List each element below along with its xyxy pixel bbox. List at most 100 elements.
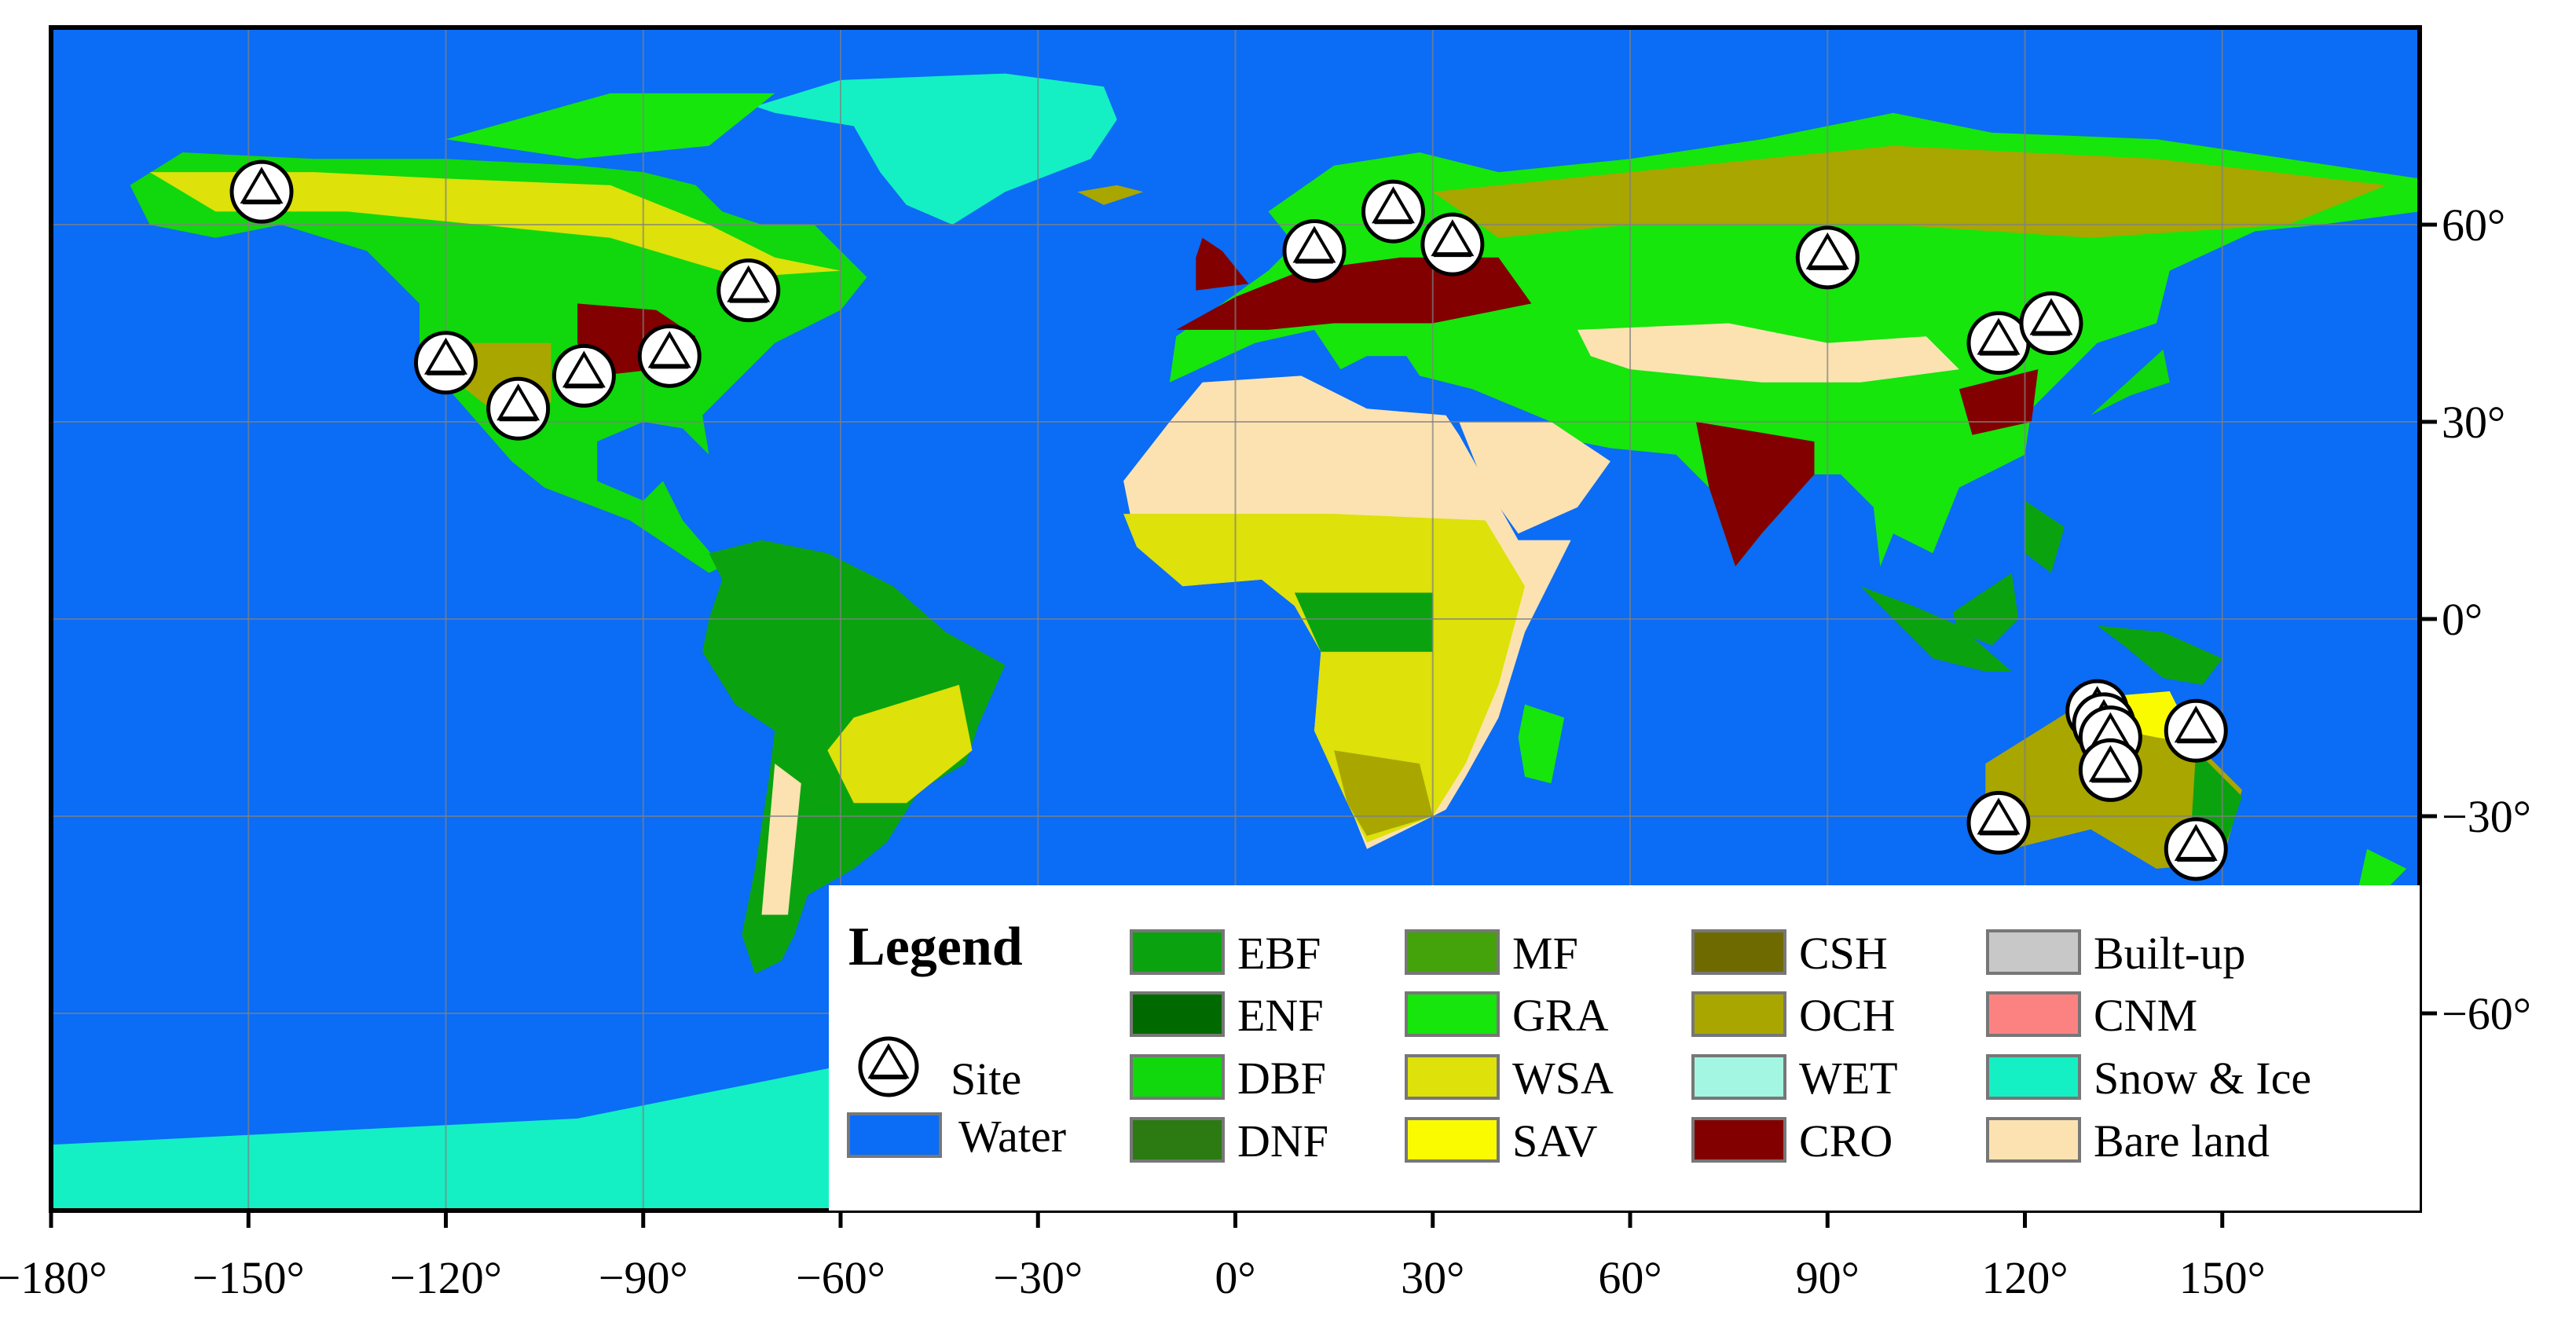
site-marker [2019, 291, 2083, 355]
legend-entry: Built-up [1986, 928, 2245, 979]
legend-swatch [1691, 1117, 1786, 1163]
x-tick-label: −60° [796, 1252, 885, 1303]
legend-entry: CSH [1691, 928, 1888, 979]
site-marker [2078, 738, 2142, 802]
legend-entry: EBF [1130, 928, 1321, 979]
central-asia-desert [1577, 323, 1959, 383]
site-markers [229, 159, 2228, 881]
legend-label: Built-up [2094, 928, 2245, 979]
legend-swatch [1691, 929, 1786, 975]
site-marker [637, 324, 702, 388]
legend-swatch [1405, 929, 1500, 975]
legend-swatch [1405, 991, 1500, 1037]
greenland-shape [755, 73, 1117, 225]
legend-water-label: Water [958, 1111, 1066, 1162]
site-marker [1361, 179, 1425, 244]
x-tick-label: −30° [993, 1252, 1083, 1303]
legend-entry: GRA [1405, 990, 1609, 1041]
japan-shape [2090, 350, 2170, 416]
arabia-desert [1459, 422, 1610, 534]
legend-background [829, 885, 2420, 1211]
legend-class-columns: EBF ENF DBF DNF MF GRA WSA SAV CSH OCH WET CRO Built… [1130, 928, 2311, 1167]
legend-entry: SAV [1405, 1115, 1598, 1167]
legend-label: OCH [1799, 990, 1895, 1041]
legend-entry: Bare land [1986, 1115, 2270, 1167]
site-marker [1420, 212, 1485, 277]
madagascar-shape [1518, 704, 1565, 784]
legend-label: SAV [1512, 1115, 1598, 1167]
x-tick-label: 150° [2179, 1252, 2266, 1303]
india-cropland [1695, 422, 1815, 567]
x-tick-label: 120° [1981, 1252, 2068, 1303]
south-america-savanna [827, 684, 973, 804]
site-circle [1795, 225, 1860, 290]
legend-entry: CNM [1986, 990, 2197, 1041]
x-tick-label: −180° [0, 1252, 107, 1303]
legend-label: CRO [1799, 1115, 1893, 1167]
legend: Legend Site Water EBF ENF DBF DNF MF GRA WSA SA… [829, 885, 2420, 1211]
site-marker [1282, 218, 1347, 283]
legend-label: WET [1799, 1053, 1898, 1104]
site-circle [716, 258, 781, 323]
y-tick-label: −60° [2442, 988, 2531, 1039]
legend-swatch [1130, 991, 1225, 1037]
legend-entry: ENF [1130, 990, 1324, 1041]
y-tick-label: 30° [2442, 397, 2505, 448]
legend-label: EBF [1237, 928, 1321, 979]
site-marker [414, 331, 478, 395]
site-circle [637, 324, 702, 388]
legend-entry: DNF [1130, 1115, 1328, 1167]
x-tick-label: 0° [1215, 1252, 1255, 1303]
site-circle [229, 159, 294, 224]
site-circle [2019, 291, 2083, 355]
site-marker [2164, 817, 2228, 881]
legend-entry: DBF [1130, 1053, 1326, 1104]
site-circle [1282, 218, 1347, 283]
legend-label: CSH [1799, 928, 1888, 979]
new-guinea-shape [2097, 625, 2222, 685]
site-circle [1966, 790, 2031, 855]
legend-swatch [1130, 929, 1225, 975]
legend-label: DNF [1237, 1115, 1328, 1167]
legend-swatch [1986, 1117, 2081, 1163]
site-circle [486, 376, 551, 441]
site-circle [414, 331, 478, 395]
legend-site-label: Site [951, 1053, 1021, 1104]
site-marker [229, 159, 294, 224]
longitude-axis: −180° −150° −120° −90° −60° −30° 0° 30° 60° 90° 12… [0, 1211, 2266, 1303]
x-tick-label: −90° [599, 1252, 688, 1303]
legend-swatch [1405, 1117, 1500, 1163]
legend-title: Legend [848, 917, 1023, 977]
andes-bare-strip [761, 764, 801, 915]
legend-label: CNM [2094, 990, 2197, 1041]
legend-label: WSA [1512, 1053, 1614, 1104]
site-marker [716, 258, 781, 323]
site-symbol-icon [858, 1036, 919, 1097]
y-tick-label: −30° [2442, 791, 2531, 842]
x-tick-label: −150° [192, 1252, 305, 1303]
site-marker [551, 343, 616, 408]
site-circle [2164, 817, 2228, 881]
legend-entry: MF [1405, 928, 1578, 979]
site-circle [2078, 738, 2142, 802]
legend-label: MF [1512, 928, 1578, 979]
legend-label: Bare land [2094, 1115, 2270, 1167]
legend-swatch [1986, 991, 2081, 1037]
legend-entry: CRO [1691, 1115, 1893, 1167]
x-tick-label: −120° [390, 1252, 502, 1303]
legend-swatch [1405, 1054, 1500, 1100]
philippines-shape [2025, 500, 2065, 573]
y-tick-label: 0° [2442, 594, 2483, 645]
new-zealand-shape [2334, 848, 2407, 921]
legend-swatch [1130, 1117, 1225, 1163]
legend-entry: OCH [1691, 990, 1895, 1041]
legend-swatch [1691, 1054, 1786, 1100]
legend-entry: WET [1691, 1053, 1898, 1104]
site-marker [486, 376, 551, 441]
sumatra-java-shape [1860, 586, 2012, 672]
site-circle [1361, 179, 1425, 244]
site-circle [1420, 212, 1485, 277]
site-marker [1795, 225, 1860, 290]
x-tick-label: 60° [1598, 1252, 1662, 1303]
